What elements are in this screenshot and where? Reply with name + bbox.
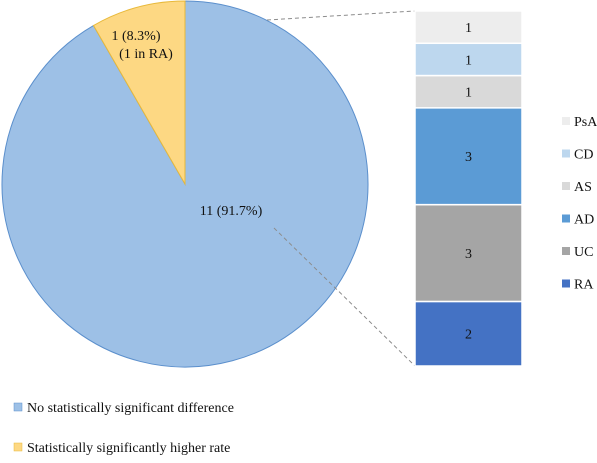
- legend-label-uc: UC: [574, 245, 593, 260]
- legend-swatch-ad: [562, 214, 570, 223]
- bar-value-uc: 3: [465, 247, 472, 262]
- connector-bottom: [273, 227, 416, 367]
- bar-segment-ra: [414, 300, 523, 367]
- bar-value-psa: 1: [465, 21, 472, 36]
- pie-label-no-difference: 11 (91.7%): [200, 204, 263, 219]
- connector-top: [266, 10, 416, 21]
- pie-legend-swatch-1: [13, 442, 23, 452]
- legend-label-as: AS: [574, 180, 592, 195]
- pie-slice-higher-rate: [92, 0, 186, 186]
- bar-segment-psa: [414, 10, 523, 45]
- legend-label-cd: CD: [574, 148, 593, 163]
- legend-swatch-ra: [562, 279, 570, 288]
- pie-chart: 11 (91.7%) 1 (8.3%) (1 in RA): [1, 0, 369, 368]
- legend-label-ra: RA: [574, 278, 594, 293]
- legend-swatch-as: [562, 182, 570, 190]
- bar-value-ad: 3: [465, 150, 472, 165]
- bar-segment-uc: [414, 203, 523, 303]
- bar-value-as: 1: [465, 86, 472, 101]
- legend-label-ad: AD: [574, 213, 594, 228]
- connector-lines: [266, 10, 416, 367]
- bar-value-cd: 1: [465, 53, 472, 68]
- legend-swatch-cd: [562, 149, 570, 158]
- pie-legend-swatch-0: [13, 402, 23, 412]
- pie-legend-label-0: No statistically significant difference: [27, 401, 234, 416]
- pie-legend-label-1: Statistically significantly higher rate: [27, 441, 230, 456]
- legend-label-psa: PsA: [574, 115, 597, 130]
- bar-segment-cd: [414, 42, 523, 77]
- bar-segment-ad: [414, 107, 523, 206]
- stacked-bar: 2 3 3 1 1 1: [414, 10, 523, 367]
- pie-legend: No statistically significant difference S…: [13, 401, 234, 456]
- bar-value-ra: 2: [465, 328, 472, 343]
- pie-label-higher-rate-note: (1 in RA): [119, 47, 173, 62]
- pie-label-higher-rate: 1 (8.3%): [112, 29, 161, 44]
- bar-legend: PsA CD AS AD UC RA: [562, 115, 597, 293]
- legend-swatch-psa: [562, 117, 570, 125]
- legend-swatch-uc: [562, 247, 570, 255]
